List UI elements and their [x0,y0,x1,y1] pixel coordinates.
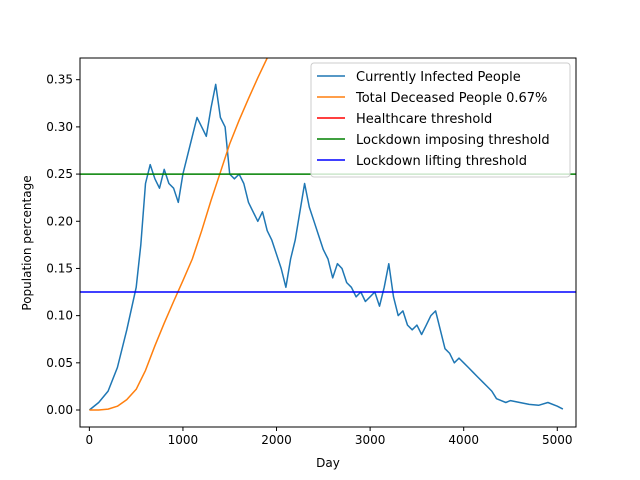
y-axis: 0.00 0.05 0.10 0.15 0.20 0.25 0.30 0.35 [46,73,80,417]
x-tick-label: 2000 [261,433,292,447]
y-tick-label: 0.15 [46,261,73,275]
y-axis-label: Population percentage [20,175,34,310]
legend-label: Lockdown imposing threshold [356,133,550,148]
legend-label: Lockdown lifting threshold [356,154,527,169]
y-tick-label: 0.25 [46,167,73,181]
y-tick-label: 0.35 [46,73,73,87]
x-tick-label: 4000 [448,433,479,447]
legend: Currently Infected People Total Deceased … [310,62,571,178]
y-tick-label: 0.20 [46,214,73,228]
legend-box [310,62,571,178]
y-tick-label: 0.10 [46,309,73,323]
x-tick-label: 5000 [542,433,573,447]
series-total-deceased-people-0-67 [89,58,268,411]
y-tick-label: 0.30 [46,120,73,134]
legend-label: Total Deceased People 0.67% [355,91,547,106]
x-tick-label: 0 [86,433,94,447]
series-currently-infected-people [88,83,564,411]
x-axis-label: Day [316,456,340,470]
plot-frame [79,57,577,428]
x-axis: 0 1000 2000 3000 4000 5000 [86,427,573,447]
legend-label: Currently Infected People [356,70,521,85]
x-tick-label: 1000 [168,433,199,447]
legend-label: Healthcare threshold [356,112,492,127]
x-tick-label: 3000 [355,433,386,447]
y-tick-label: 0.00 [46,403,73,417]
y-tick-label: 0.05 [46,356,73,370]
